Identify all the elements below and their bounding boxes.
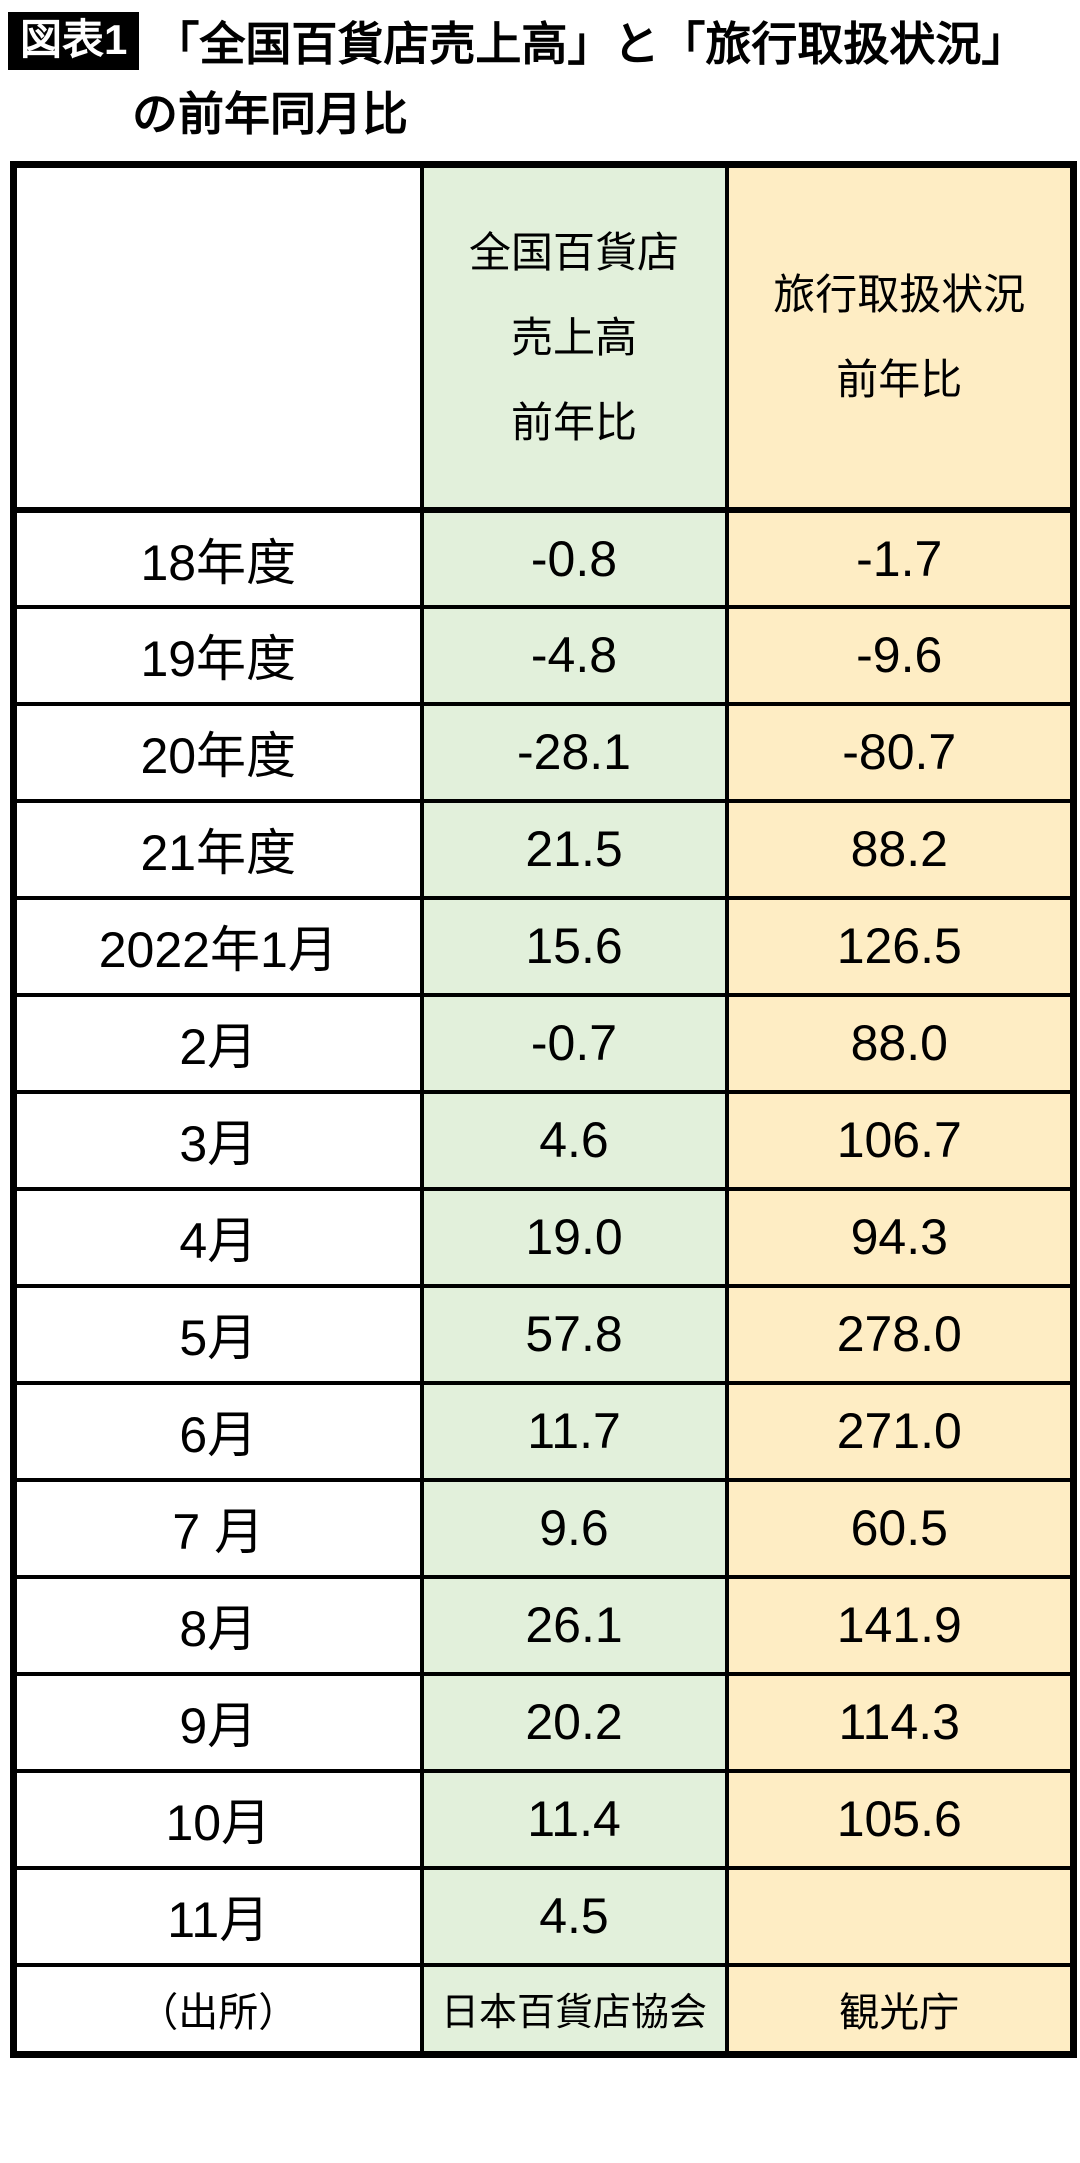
- header-empty-cell: [11, 162, 424, 513]
- table-body: 全国百貨店 売上高 前年比 旅行取扱状況 前年比 18年度 -0.8 -1.7 19年…: [11, 162, 1076, 2057]
- row-label-cell: 4月: [11, 1186, 424, 1288]
- table-header-row: 全国百貨店 売上高 前年比 旅行取扱状況 前年比: [11, 162, 1076, 513]
- row-label-cell: 2月: [11, 992, 424, 1094]
- travel-value-cell: -1.7: [724, 507, 1076, 609]
- dept-value-cell: 11.4: [419, 1768, 729, 1870]
- table-row: 11月 4.5: [11, 1865, 1076, 1967]
- table-row: 18年度 -0.8 -1.7: [11, 507, 1076, 609]
- source-row: （出所） 日本百貨店協会 観光庁: [11, 1962, 1076, 2057]
- row-label-cell: 21年度: [11, 798, 424, 900]
- row-label-cell: 7 月: [11, 1477, 424, 1579]
- dept-value-cell: -0.7: [419, 992, 729, 1094]
- table-row: 21年度 21.5 88.2: [11, 798, 1076, 900]
- travel-value-cell: 88.2: [724, 798, 1076, 900]
- row-label-cell: 5月: [11, 1283, 424, 1385]
- figure-number-badge: 図表1: [8, 12, 140, 70]
- table-row: 9月 20.2 114.3: [11, 1671, 1076, 1773]
- table-row: 20年度 -28.1 -80.7: [11, 701, 1076, 803]
- dept-value-cell: 9.6: [419, 1477, 729, 1579]
- travel-value-cell: 141.9: [724, 1574, 1076, 1676]
- table-row: 5月 57.8 278.0: [11, 1283, 1076, 1385]
- travel-value-cell: 106.7: [724, 1089, 1076, 1191]
- travel-value-cell: 60.5: [724, 1477, 1076, 1579]
- dept-value-cell: 11.7: [419, 1380, 729, 1482]
- travel-value-cell: 126.5: [724, 895, 1076, 997]
- row-label-cell: 19年度: [11, 604, 424, 706]
- table-row: 3月 4.6 106.7: [11, 1089, 1076, 1191]
- row-label-cell: （出所）: [11, 1962, 424, 2057]
- header-dept-cell: 全国百貨店 売上高 前年比: [419, 162, 729, 513]
- table-row: 4月 19.0 94.3: [11, 1186, 1076, 1288]
- header-dept-line: 前年比: [510, 398, 637, 446]
- header-dept-line: 全国百貨店: [468, 228, 679, 276]
- table-row: 6月 11.7 271.0: [11, 1380, 1076, 1482]
- travel-value-cell: 278.0: [724, 1283, 1076, 1385]
- table-row: 10月 11.4 105.6: [11, 1768, 1076, 1870]
- dept-value-cell: 57.8: [419, 1283, 729, 1385]
- row-label-cell: 3月: [11, 1089, 424, 1191]
- table-row: 8月 26.1 141.9: [11, 1574, 1076, 1676]
- dept-value-cell: -28.1: [419, 701, 729, 803]
- row-label-cell: 10月: [11, 1768, 424, 1870]
- travel-value-cell: 94.3: [724, 1186, 1076, 1288]
- dept-value-cell: 20.2: [419, 1671, 729, 1773]
- comparison-table: 全国百貨店 売上高 前年比 旅行取扱状況 前年比 18年度 -0.8 -1.7 19年…: [10, 161, 1077, 2058]
- table-row: 7 月 9.6 60.5: [11, 1477, 1076, 1579]
- dept-value-cell: 4.5: [419, 1865, 729, 1967]
- travel-value-cell: -9.6: [724, 604, 1076, 706]
- row-label-cell: 6月: [11, 1380, 424, 1482]
- dept-value-cell: 4.6: [419, 1089, 729, 1191]
- figure-title-line2: の前年同月比: [132, 88, 408, 140]
- travel-value-cell: 105.6: [724, 1768, 1076, 1870]
- dept-value-cell: 19.0: [419, 1186, 729, 1288]
- travel-value-cell: 観光庁: [724, 1962, 1076, 2057]
- dept-value-cell: 21.5: [419, 798, 729, 900]
- row-label-cell: 11月: [11, 1865, 424, 1967]
- row-label-cell: 8月: [11, 1574, 424, 1676]
- dept-value-cell: -0.8: [419, 507, 729, 609]
- row-label-cell: 9月: [11, 1671, 424, 1773]
- travel-value-cell: 88.0: [724, 992, 1076, 1094]
- header-travel-line: 前年比: [836, 356, 963, 404]
- row-label-cell: 20年度: [11, 701, 424, 803]
- dept-value-cell: 26.1: [419, 1574, 729, 1676]
- table-row: 19年度 -4.8 -9.6: [11, 604, 1076, 706]
- row-label-cell: 2022年1月: [11, 895, 424, 997]
- table-row: 2月 -0.7 88.0: [11, 992, 1076, 1094]
- dept-value-cell: 15.6: [419, 895, 729, 997]
- header-travel-line: 旅行取扱状況: [773, 271, 1026, 319]
- figure-title: 図表1 「全国百貨店売上高」と「旅行取扱状況」 の前年同月比: [0, 0, 1080, 144]
- dept-value-cell: 日本百貨店協会: [419, 1962, 729, 2057]
- header-travel-cell: 旅行取扱状況 前年比: [724, 162, 1076, 513]
- table-row: 2022年1月 15.6 126.5: [11, 895, 1076, 997]
- figure-title-line1: 「全国百貨店売上高」と「旅行取扱状況」: [153, 18, 1028, 70]
- travel-value-cell: 114.3: [724, 1671, 1076, 1773]
- header-dept-line: 売上高: [510, 313, 637, 361]
- dept-value-cell: -4.8: [419, 604, 729, 706]
- travel-value-cell: 271.0: [724, 1380, 1076, 1482]
- travel-value-cell: -80.7: [724, 701, 1076, 803]
- travel-value-cell: [724, 1865, 1076, 1967]
- row-label-cell: 18年度: [11, 507, 424, 609]
